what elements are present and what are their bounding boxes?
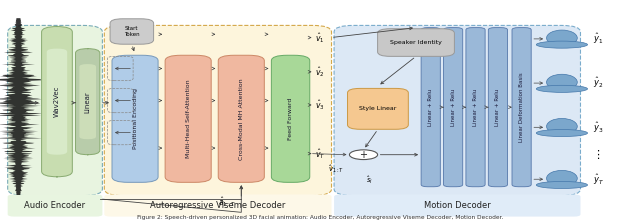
FancyBboxPatch shape bbox=[42, 27, 72, 177]
Ellipse shape bbox=[536, 181, 588, 189]
Text: Linear + Relu: Linear + Relu bbox=[451, 89, 456, 126]
Text: Style Linear: Style Linear bbox=[359, 106, 397, 111]
Text: Linear Deformation Basis: Linear Deformation Basis bbox=[519, 72, 524, 142]
FancyBboxPatch shape bbox=[334, 25, 580, 196]
Text: Start
Token: Start Token bbox=[124, 26, 140, 37]
Text: Feed Forward: Feed Forward bbox=[288, 98, 293, 140]
Text: Figure 2: Speech-driven personalized 3D facial animation: Audio Encoder, Autoreg: Figure 2: Speech-driven personalized 3D … bbox=[137, 215, 503, 220]
FancyBboxPatch shape bbox=[488, 28, 508, 187]
Text: $\hat{y}_2$: $\hat{y}_2$ bbox=[593, 76, 603, 90]
FancyBboxPatch shape bbox=[110, 19, 154, 44]
FancyBboxPatch shape bbox=[47, 49, 67, 155]
FancyBboxPatch shape bbox=[466, 28, 485, 187]
Text: Linear: Linear bbox=[84, 91, 91, 112]
Text: $\hat{y}_3$: $\hat{y}_3$ bbox=[593, 120, 603, 135]
Text: Cross-Modal MH Attention: Cross-Modal MH Attention bbox=[239, 78, 244, 160]
Text: Positional Encoding: Positional Encoding bbox=[132, 88, 138, 149]
FancyBboxPatch shape bbox=[444, 28, 463, 187]
FancyBboxPatch shape bbox=[512, 28, 531, 187]
Ellipse shape bbox=[547, 30, 577, 46]
Text: Linear + Relu: Linear + Relu bbox=[495, 89, 500, 126]
Text: $\vdots$: $\vdots$ bbox=[592, 148, 600, 161]
Circle shape bbox=[349, 150, 378, 160]
FancyBboxPatch shape bbox=[421, 28, 440, 187]
Text: +: + bbox=[360, 150, 367, 160]
Ellipse shape bbox=[536, 85, 588, 92]
Text: $\hat{s}_i$: $\hat{s}_i$ bbox=[366, 175, 374, 186]
FancyBboxPatch shape bbox=[378, 29, 454, 56]
Text: $\hat{v}_T$: $\hat{v}_T$ bbox=[315, 147, 325, 161]
FancyBboxPatch shape bbox=[79, 64, 96, 139]
FancyBboxPatch shape bbox=[334, 194, 580, 217]
FancyBboxPatch shape bbox=[271, 55, 310, 182]
FancyBboxPatch shape bbox=[165, 55, 211, 182]
Text: Multi-Head Self-Attention: Multi-Head Self-Attention bbox=[186, 80, 191, 158]
Ellipse shape bbox=[536, 41, 588, 48]
Text: $\hat{v}_{1:T}$: $\hat{v}_{1:T}$ bbox=[328, 163, 344, 175]
Ellipse shape bbox=[547, 74, 577, 90]
Text: $\hat{y}_T$: $\hat{y}_T$ bbox=[593, 172, 604, 187]
Ellipse shape bbox=[547, 170, 577, 186]
Ellipse shape bbox=[536, 130, 588, 137]
Text: Linear + Relu: Linear + Relu bbox=[428, 89, 433, 126]
Text: Audio Encoder: Audio Encoder bbox=[24, 201, 86, 210]
Text: $\hat{y}_1$: $\hat{y}_1$ bbox=[593, 32, 603, 46]
FancyBboxPatch shape bbox=[112, 55, 158, 182]
Text: Motion Decoder: Motion Decoder bbox=[424, 201, 490, 210]
Text: Autoregressive Viseme Decoder: Autoregressive Viseme Decoder bbox=[150, 201, 285, 210]
FancyBboxPatch shape bbox=[104, 194, 332, 217]
Text: Wav2Vec: Wav2Vec bbox=[54, 86, 60, 117]
FancyBboxPatch shape bbox=[104, 25, 332, 196]
Text: $\hat{a}_{1:T}$: $\hat{a}_{1:T}$ bbox=[218, 195, 236, 209]
FancyBboxPatch shape bbox=[218, 55, 264, 182]
Text: Speaker Identity: Speaker Identity bbox=[390, 40, 442, 45]
Ellipse shape bbox=[547, 118, 577, 134]
Text: Linear + Relu: Linear + Relu bbox=[473, 89, 478, 126]
Text: $\hat{v}_3$: $\hat{v}_3$ bbox=[315, 98, 324, 112]
Text: $\hat{v}_2$: $\hat{v}_2$ bbox=[315, 65, 324, 79]
FancyBboxPatch shape bbox=[76, 49, 100, 155]
Text: $\hat{v}_1$: $\hat{v}_1$ bbox=[315, 30, 324, 45]
FancyBboxPatch shape bbox=[8, 194, 102, 217]
FancyBboxPatch shape bbox=[348, 88, 408, 129]
FancyBboxPatch shape bbox=[8, 25, 102, 196]
